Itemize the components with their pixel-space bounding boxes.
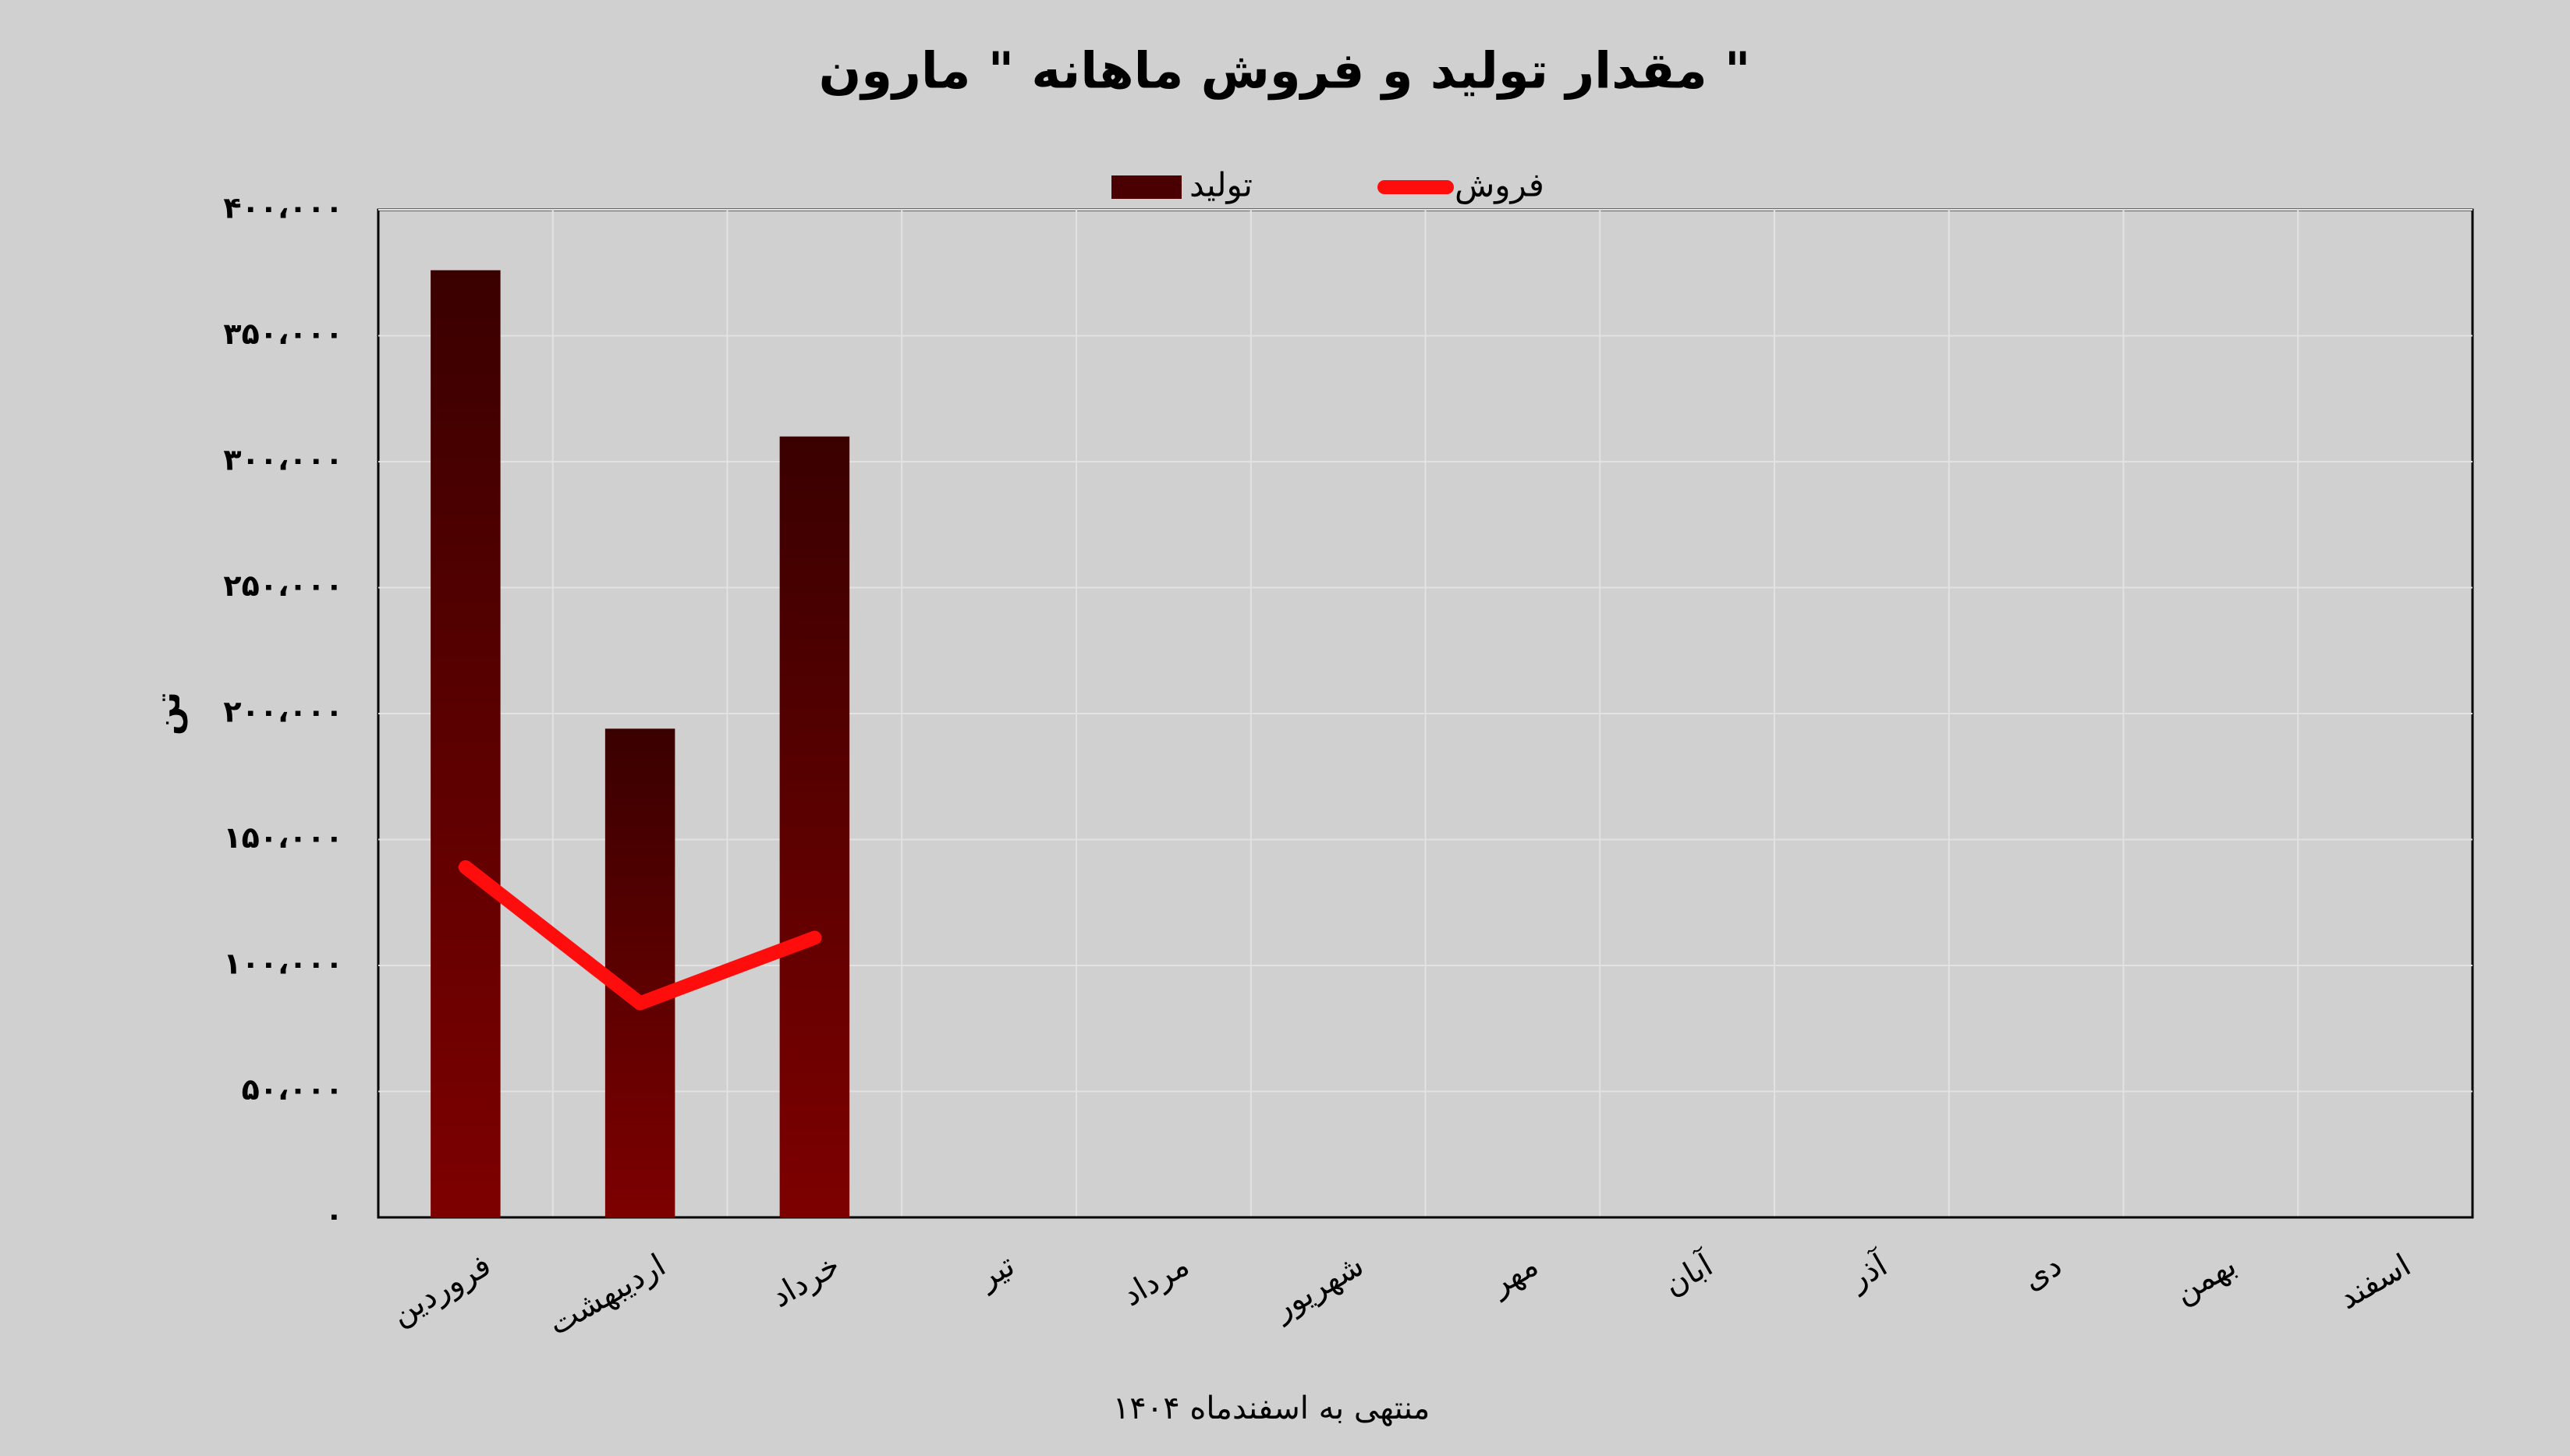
bar [431,270,501,1217]
y-tick-label: ۳۵۰،۰۰۰ [223,317,343,351]
bar [779,436,850,1217]
line [458,860,822,1011]
y-tick-label: ۱۰۰،۰۰۰ [223,947,343,981]
x-axis-label: منتهی به اسفندماه ۱۴۰۴ [1113,1390,1430,1426]
y-tick-label: ۲۵۰،۰۰۰ [223,569,343,603]
y-tick-label: ۴۰۰،۰۰۰ [223,191,343,225]
bar [604,728,675,1217]
y-tick-label: ۲۰۰،۰۰۰ [223,695,343,729]
chart-title: مقدار تولید و فروش ماهانه " مارون " [819,43,1751,101]
legend-label: فروش [1455,166,1544,204]
y-tick-label: ۵۰،۰۰۰ [242,1072,343,1107]
y-axis-label: تن [148,692,188,735]
legend-label: تولید [1189,166,1253,204]
legend-swatch [1111,175,1182,199]
y-tick-label: ۱۵۰،۰۰۰ [223,820,343,855]
y-tick-label: ۰ [325,1199,343,1233]
y-tick-label: ۳۰۰،۰۰۰ [223,443,343,477]
